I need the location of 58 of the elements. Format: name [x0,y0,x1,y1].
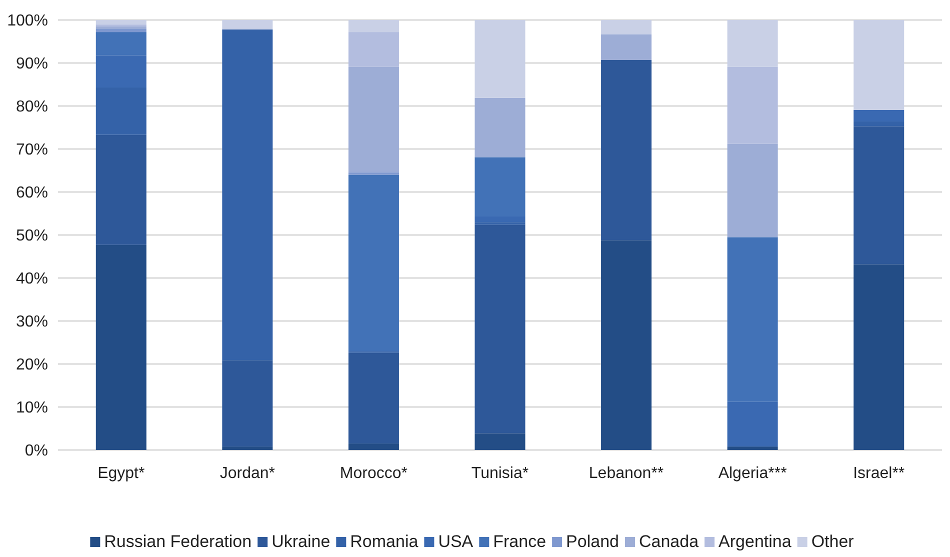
legend-label: Other [811,532,854,551]
legend-label: Poland [566,532,619,551]
x-tick-label: Jordan* [220,465,276,482]
bar [474,433,526,450]
bar [727,446,778,450]
bar [601,34,652,60]
bar [96,134,146,245]
bar [222,360,273,447]
y-tick-label: 90% [16,56,48,73]
bar [727,66,778,144]
bar [96,20,146,24]
legend-label: Ukraine [272,532,330,551]
bar [96,244,146,450]
y-tick-label: 60% [16,184,48,202]
bar [222,20,273,30]
bar [222,446,273,450]
y-tick-label: 30% [16,314,48,331]
legend-label: Romania [350,532,419,551]
y-tick-label: 0% [24,442,48,460]
bar [348,174,399,352]
bar [348,352,399,444]
x-tick-label: Egypt* [98,465,145,482]
bar [96,26,146,29]
legend-label: Russian Federation [104,532,252,551]
y-tick-label: 10% [16,400,48,417]
bar [348,32,399,67]
bar [222,29,273,360]
x-tick-label: Lebanon** [588,465,664,482]
bar [474,98,526,158]
x-tick-label: Tunisia* [471,465,529,482]
x-tick-label: Morocco* [340,465,408,482]
y-tick-label: 20% [16,356,48,374]
y-tick-label: 80% [16,98,48,116]
bar [727,20,778,67]
x-tick-label: Israel** [853,465,905,482]
legend-label: Argentina [718,532,792,551]
bar [348,444,399,450]
bar [854,20,904,110]
bar [854,264,904,450]
y-tick-label: 40% [16,270,48,288]
bar [474,224,526,434]
y-tick-label: 70% [16,142,48,159]
legend-label: France [493,532,546,551]
y-tick-label: 100% [7,12,48,30]
legend-label: USA [438,532,474,551]
bar [348,172,399,175]
x-tick-label: Algeria*** [718,465,787,482]
bar [474,20,526,98]
legend-label: Canada [638,532,700,551]
bar [854,126,904,264]
bar [601,60,652,240]
bar [727,144,778,238]
bar [601,240,652,450]
bar [348,20,399,32]
bar [96,28,146,32]
y-tick-label: 50% [16,228,48,245]
bar [601,20,652,34]
bar [348,66,399,172]
